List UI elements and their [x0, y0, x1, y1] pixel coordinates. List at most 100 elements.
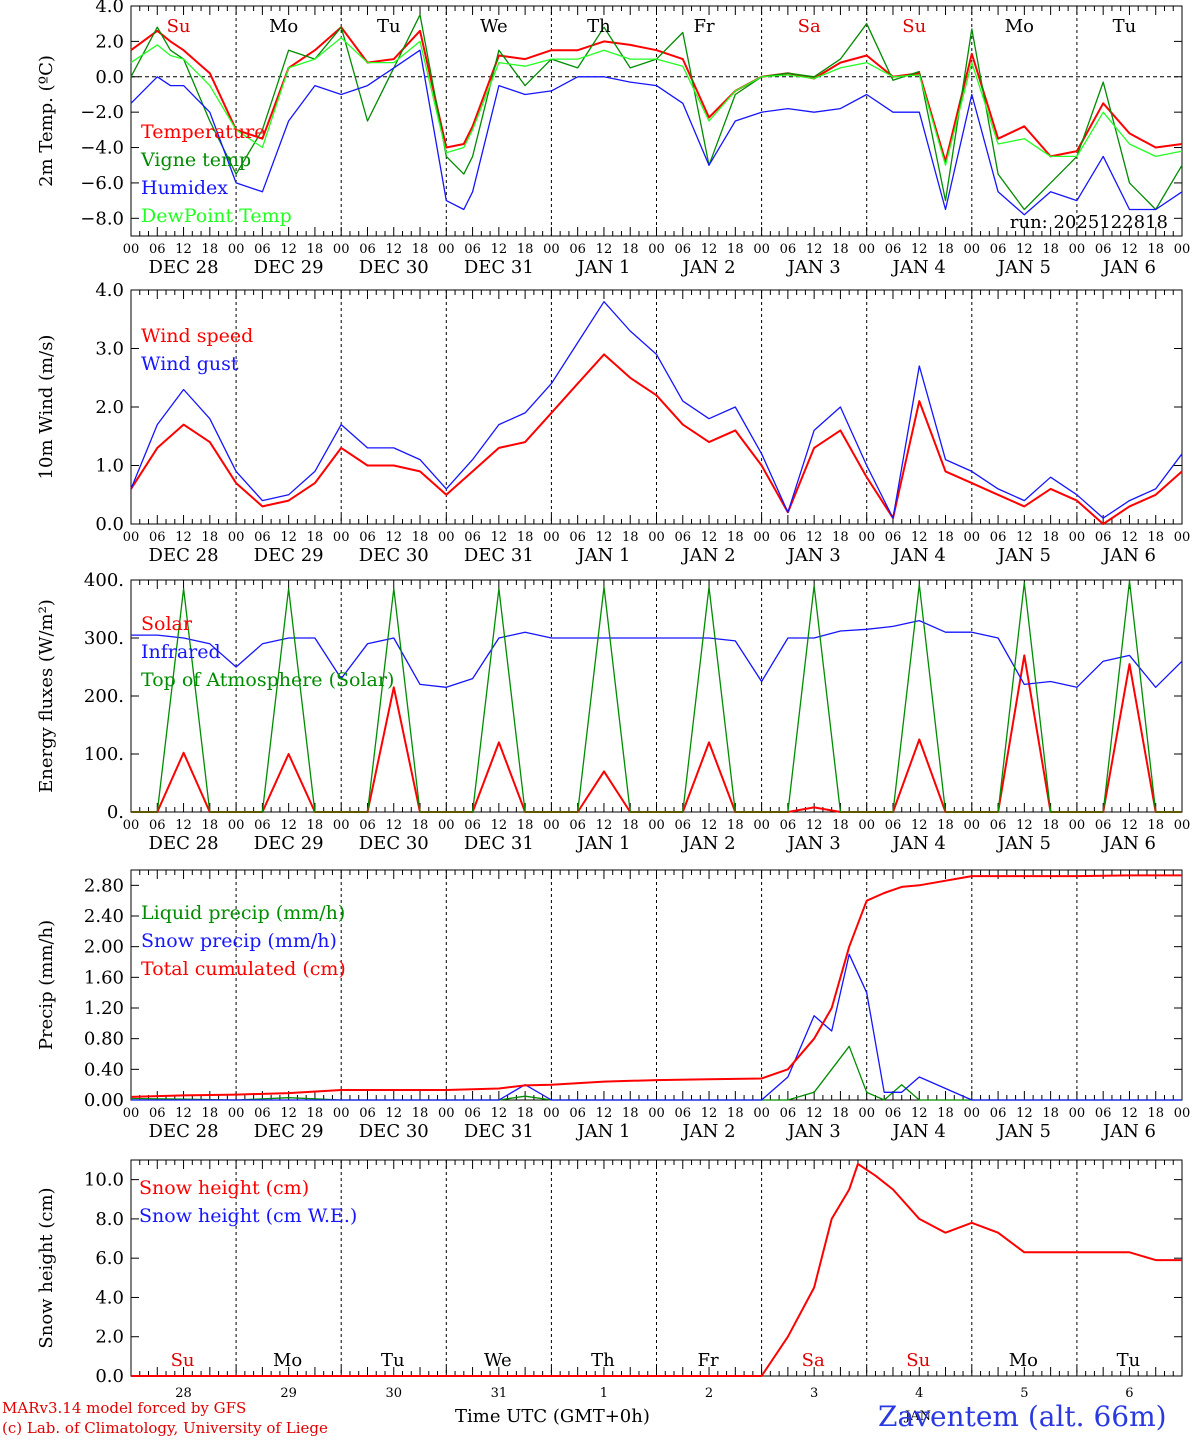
hour-label: 06 [990, 530, 1007, 545]
hour-label: 12 [175, 242, 192, 257]
bottom-day-number: 3 [810, 1386, 818, 1401]
hour-label: 18 [727, 818, 744, 833]
hour-label: 12 [385, 1106, 402, 1121]
y-tick-label: 0.0 [95, 1366, 124, 1387]
hour-label: 00 [333, 818, 350, 833]
hour-label: 06 [675, 242, 692, 257]
bottom-day-number: 2 [705, 1386, 713, 1401]
legend-entry: Wind speed [141, 325, 253, 347]
hour-label: 18 [727, 242, 744, 257]
legend-entry: Wind gust [141, 353, 239, 375]
series-line [130, 49, 1183, 216]
day-label: JAN 6 [1101, 545, 1156, 566]
hour-label: 06 [254, 242, 271, 257]
hour-label: 12 [701, 530, 718, 545]
bottom-day-number: 31 [491, 1386, 508, 1401]
day-label: JAN 2 [680, 1121, 735, 1142]
hour-label: 00 [438, 530, 455, 545]
hour-label: 00 [648, 818, 665, 833]
hour-label: 00 [123, 530, 140, 545]
hour-label: 00 [1174, 818, 1191, 833]
day-label: JAN 1 [575, 833, 630, 854]
y-tick-label: 0.0 [95, 514, 124, 535]
day-label: JAN 6 [1101, 1121, 1156, 1142]
hour-label: 18 [832, 242, 849, 257]
hour-label: 06 [990, 1106, 1007, 1121]
hour-label: 12 [1016, 530, 1033, 545]
hour-label: 00 [543, 242, 560, 257]
day-label: DEC 28 [149, 257, 219, 278]
day-label: JAN 6 [1101, 257, 1156, 278]
bottom-day-number: 6 [1125, 1386, 1133, 1401]
series-line [130, 301, 1183, 519]
series-line [130, 353, 1183, 525]
hour-label: 00 [1069, 530, 1086, 545]
day-label: JAN 5 [996, 833, 1051, 854]
hour-label: 18 [517, 242, 534, 257]
hour-label: 00 [964, 242, 981, 257]
day-label: JAN 2 [680, 257, 735, 278]
day-label: DEC 29 [254, 545, 324, 566]
hour-label: 00 [1174, 530, 1191, 545]
weekday-label: Su [906, 1350, 930, 1371]
hour-label: 06 [885, 818, 902, 833]
day-label: DEC 31 [464, 545, 534, 566]
series-line [130, 26, 1183, 163]
y-tick-label: 3.0 [95, 339, 124, 360]
hour-label: 06 [149, 1106, 166, 1121]
hour-label: 12 [1121, 242, 1138, 257]
hour-label: 12 [806, 818, 823, 833]
hour-label: 06 [464, 530, 481, 545]
legend-entry: Humidex [141, 177, 228, 199]
hour-label: 06 [464, 818, 481, 833]
legend-entry: Snow height (cm W.E.) [139, 1205, 357, 1227]
y-tick-label: −4.0 [80, 138, 124, 159]
day-label: JAN 3 [786, 545, 841, 566]
hour-label: 06 [464, 1106, 481, 1121]
day-label: JAN 3 [786, 257, 841, 278]
hour-label: 06 [1095, 1106, 1112, 1121]
day-label: DEC 30 [359, 545, 429, 566]
y-tick-label: 1.20 [84, 998, 124, 1019]
hour-label: 12 [280, 818, 297, 833]
day-label: JAN 4 [891, 545, 946, 566]
hour-label: 00 [438, 242, 455, 257]
y-axis-label: Precip (mm/h) [36, 920, 57, 1050]
day-label: DEC 30 [359, 833, 429, 854]
weekday-label: Th [591, 1350, 615, 1371]
legend-entry: Solar [141, 613, 193, 635]
hour-label: 00 [1069, 818, 1086, 833]
day-label: JAN 6 [1101, 833, 1156, 854]
legend-entry: Liquid precip (mm/h) [141, 902, 345, 924]
hour-label: 18 [202, 1106, 219, 1121]
weekday-label: Fr [698, 1350, 719, 1371]
hour-label: 18 [412, 1106, 429, 1121]
hour-label: 18 [1147, 242, 1164, 257]
hour-label: 00 [438, 818, 455, 833]
hour-label: 18 [412, 818, 429, 833]
hour-label: 18 [517, 1106, 534, 1121]
hour-label: 12 [175, 818, 192, 833]
hour-label: 06 [885, 242, 902, 257]
hour-label: 12 [701, 1106, 718, 1121]
hour-label: 00 [858, 530, 875, 545]
day-label: DEC 28 [149, 833, 219, 854]
hour-label: 06 [569, 530, 586, 545]
y-tick-label: −8.0 [80, 208, 124, 229]
hour-label: 12 [1016, 1106, 1033, 1121]
hour-label: 06 [885, 530, 902, 545]
hour-label: 06 [780, 530, 797, 545]
hour-label: 00 [123, 1106, 140, 1121]
hour-label: 18 [727, 1106, 744, 1121]
weekday-label: Tu [381, 1350, 405, 1371]
day-label: JAN 3 [786, 1121, 841, 1142]
hour-label: 06 [885, 1106, 902, 1121]
hour-label: 18 [832, 1106, 849, 1121]
y-tick-label: 2.00 [84, 937, 124, 958]
hour-label: 18 [307, 818, 324, 833]
y-axis-label: Energy fluxes (W/m²) [36, 599, 57, 793]
hour-label: 12 [1121, 818, 1138, 833]
y-tick-label: 0.40 [84, 1059, 124, 1080]
hour-label: 00 [858, 1106, 875, 1121]
day-label: DEC 29 [254, 1121, 324, 1142]
